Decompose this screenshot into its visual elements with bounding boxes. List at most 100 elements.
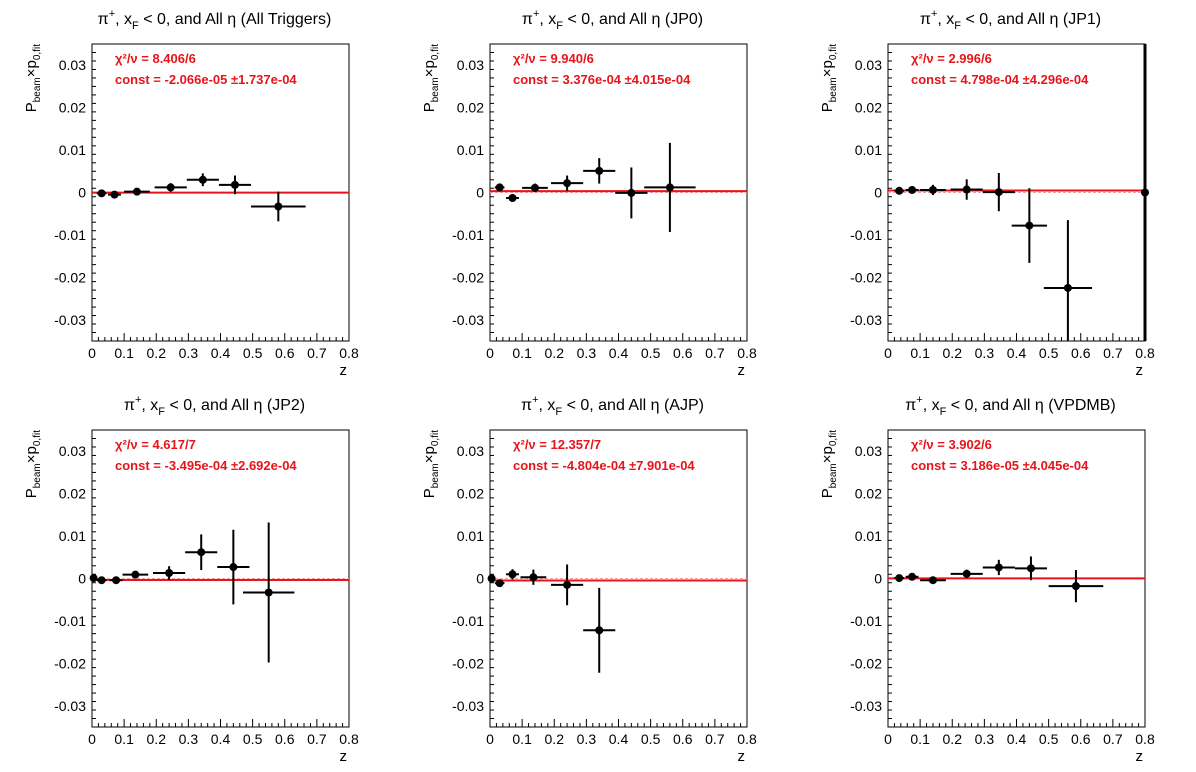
data-point <box>1043 220 1092 341</box>
y-tick-label: 0.01 <box>59 142 86 158</box>
x-tick-label: 0.6 <box>1071 731 1091 747</box>
y-tick-label: 0.02 <box>457 486 484 502</box>
x-tick-label: 0.5 <box>641 345 661 361</box>
point-marker <box>132 187 141 196</box>
data-point <box>109 576 123 585</box>
data-point <box>905 185 919 194</box>
x-tick-label: 0.7 <box>1103 731 1123 747</box>
x-tick-label: 0.8 <box>737 345 757 361</box>
x-tick-label: 0.2 <box>545 345 565 361</box>
data-point <box>153 566 186 580</box>
x-tick-label: 0.3 <box>975 345 995 361</box>
x-tick-label: 0.4 <box>1007 731 1027 747</box>
data-point <box>218 175 252 195</box>
x-tick-label: 0.1 <box>114 345 134 361</box>
x-axis-label: z <box>340 362 348 379</box>
x-tick-label: 0 <box>88 731 96 747</box>
x-tick-label: 0.8 <box>339 731 359 747</box>
point-marker <box>962 185 971 194</box>
y-tick-label: 0 <box>874 185 882 201</box>
data-point <box>894 574 905 583</box>
chart-panel-2: π+, xF < 0, and All η (JP0) 0.03 0.02 0.01 0… <box>421 8 757 379</box>
const-label: const = -3.495e-04 ±2.692e-04 <box>115 458 297 473</box>
point-marker <box>97 576 106 585</box>
y-tick-label: 0.03 <box>59 443 86 459</box>
data-point <box>551 564 584 606</box>
x-tick-label: 0.8 <box>1135 731 1155 747</box>
x-tick-label: 0.7 <box>307 731 327 747</box>
panel-title: π+, xF < 0, and All η (VPDMB) <box>905 394 1116 418</box>
chi2-label: χ²/ν = 3.902/6 <box>911 437 992 452</box>
point-marker <box>1026 564 1035 573</box>
x-tick-label: 0.2 <box>943 345 963 361</box>
data-point <box>905 572 919 581</box>
data-point <box>487 574 496 583</box>
y-tick-label: -0.02 <box>850 269 882 285</box>
point-marker <box>495 183 504 192</box>
x-tick-label: 0.6 <box>673 731 693 747</box>
point-marker <box>962 569 971 578</box>
chart-panel-3: π+, xF < 0, and All η (JP1) 0.03 0.02 0.01 0… <box>819 8 1155 379</box>
x-tick-label: 0.6 <box>275 345 295 361</box>
x-tick-label: 0.7 <box>705 345 725 361</box>
x-tick-label: 0.2 <box>147 731 167 747</box>
point-marker <box>1071 582 1080 591</box>
y-tick-label: 0.02 <box>59 486 86 502</box>
point-marker <box>495 579 504 588</box>
y-tick-label: 0.01 <box>457 528 484 544</box>
x-tick-label: 0.3 <box>179 731 199 747</box>
point-marker <box>529 573 538 582</box>
x-tick-label: 0.5 <box>1039 345 1059 361</box>
y-tick-label: 0.03 <box>855 57 882 73</box>
chart-panel-5: π+, xF < 0, and All η (AJP) 0.03 0.02 0.01 0… <box>421 394 757 765</box>
point-marker <box>89 574 98 583</box>
point-marker <box>994 188 1003 197</box>
point-marker <box>264 588 273 597</box>
x-tick-label: 0.6 <box>1071 345 1091 361</box>
x-tick-label: 0.6 <box>673 345 693 361</box>
data-point <box>251 191 306 222</box>
x-tick-label: 0 <box>486 731 494 747</box>
x-tick-label: 0.4 <box>211 731 231 747</box>
y-axis-label: Pbeam×p0,fit <box>819 44 839 112</box>
y-axis-label: Pbeam×p0,fit <box>23 430 43 498</box>
x-tick-label: 0.3 <box>577 345 597 361</box>
y-tick-label: -0.03 <box>850 698 882 714</box>
panel-title: π+, xF < 0, and All η (All Triggers) <box>98 8 332 32</box>
y-tick-label: 0 <box>874 571 882 587</box>
chi2-label: χ²/ν = 4.617/7 <box>115 437 196 452</box>
point-marker <box>508 194 517 203</box>
chi2-label: χ²/ν = 9.940/6 <box>513 51 594 66</box>
x-tick-label: 0.1 <box>114 731 134 747</box>
point-marker <box>908 185 917 194</box>
y-tick-label: -0.01 <box>54 613 86 629</box>
data-point <box>494 579 505 588</box>
point-marker <box>230 180 239 189</box>
chart-panel-4: π+, xF < 0, and All η (JP2) 0.03 0.02 0.01 0… <box>23 394 359 765</box>
y-tick-label: 0.02 <box>855 486 882 502</box>
data-point <box>950 569 983 579</box>
y-tick-label: -0.02 <box>54 269 86 285</box>
point-marker <box>274 202 283 211</box>
data-point <box>154 183 187 192</box>
data-point <box>1048 570 1104 603</box>
x-tick-label: 0.7 <box>1103 345 1123 361</box>
y-tick-label: 0.03 <box>457 57 484 73</box>
x-tick-label: 0.5 <box>641 731 661 747</box>
y-tick-label: -0.03 <box>850 312 882 328</box>
point-marker <box>1063 283 1072 292</box>
x-tick-label: 0.2 <box>147 345 167 361</box>
x-tick-label: 0.1 <box>910 345 930 361</box>
data-point <box>551 175 584 191</box>
point-marker <box>595 166 604 175</box>
x-tick-label: 0.4 <box>1007 345 1027 361</box>
data-point <box>1014 556 1048 581</box>
point-marker <box>198 175 207 184</box>
y-axis-label: Pbeam×p0,fit <box>23 44 43 112</box>
y-tick-label: 0.02 <box>457 100 484 116</box>
data-point <box>242 522 295 663</box>
data-point <box>506 194 519 203</box>
const-label: const = 3.186e-05 ±4.045e-04 <box>911 458 1089 473</box>
chart-panel-1: π+, xF < 0, and All η (All Triggers) 0.03… <box>23 8 359 379</box>
